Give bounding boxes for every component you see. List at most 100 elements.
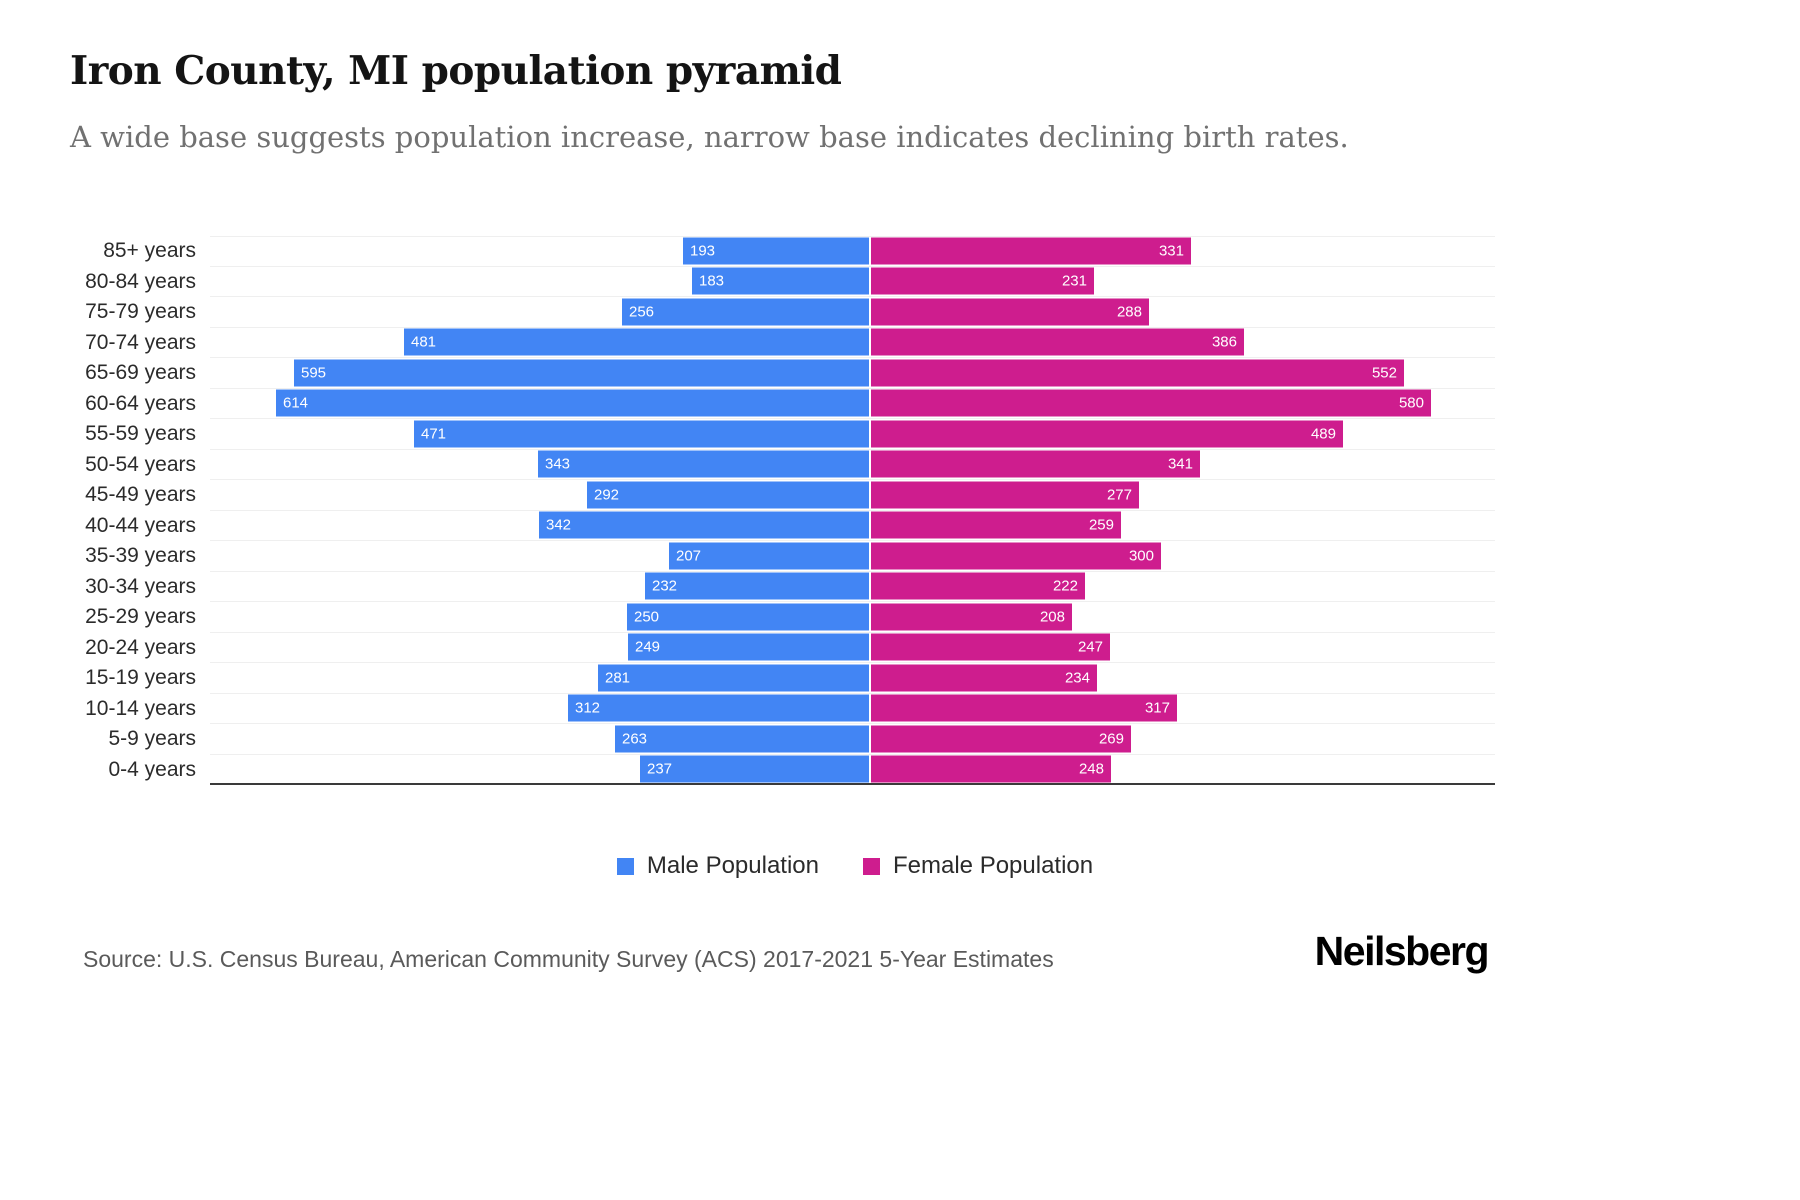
female-value-label: 288 xyxy=(1116,303,1142,321)
age-group-label: 80-84 years xyxy=(85,269,196,293)
pyramid-row: 65-69 years 595 552 xyxy=(0,358,1800,389)
male-bar: 595 xyxy=(294,359,869,387)
age-group-label: 70-74 years xyxy=(85,330,196,354)
bar-area: 595 552 xyxy=(210,358,1495,389)
pyramid-row: 30-34 years 232 222 xyxy=(0,572,1800,602)
age-group-label: 35-39 years xyxy=(85,544,196,568)
male-value-label: 614 xyxy=(283,394,309,412)
male-bar: 256 xyxy=(622,298,869,326)
female-value-label: 552 xyxy=(1371,364,1397,382)
male-value-label: 263 xyxy=(622,730,648,748)
female-bar: 300 xyxy=(871,542,1161,570)
bar-area: 263 269 xyxy=(210,724,1495,755)
pyramid-row: 20-24 years 249 247 xyxy=(0,633,1800,663)
female-bar: 341 xyxy=(871,450,1200,478)
female-value-label: 248 xyxy=(1078,760,1104,778)
chart-legend: Male Population Female Population xyxy=(0,852,1710,880)
female-bar: 208 xyxy=(871,603,1072,631)
bar-area: 614 580 xyxy=(210,389,1495,419)
male-value-label: 249 xyxy=(635,638,661,656)
male-bar: 343 xyxy=(538,450,869,478)
male-value-label: 237 xyxy=(647,760,673,778)
bar-area: 237 248 xyxy=(210,755,1495,785)
male-bar: 312 xyxy=(568,694,869,722)
female-bar: 247 xyxy=(871,633,1110,661)
female-value-label: 222 xyxy=(1052,577,1078,595)
male-value-label: 232 xyxy=(652,577,678,595)
female-bar: 489 xyxy=(871,420,1343,448)
pyramid-row: 15-19 years 281 234 xyxy=(0,663,1800,694)
female-value-label: 277 xyxy=(1106,486,1132,504)
age-group-label: 65-69 years xyxy=(85,361,196,385)
source-attribution: Source: U.S. Census Bureau, American Com… xyxy=(83,946,1054,972)
female-bar: 331 xyxy=(871,237,1191,265)
pyramid-row: 25-29 years 250 208 xyxy=(0,602,1800,633)
male-value-label: 193 xyxy=(690,242,716,260)
pyramid-row: 75-79 years 256 288 xyxy=(0,297,1800,328)
bar-area: 183 231 xyxy=(210,267,1495,297)
female-value-label: 341 xyxy=(1167,455,1193,473)
age-group-label: 40-44 years xyxy=(85,513,196,537)
male-bar: 183 xyxy=(692,267,869,295)
female-bar: 248 xyxy=(871,755,1111,783)
female-value-label: 300 xyxy=(1128,547,1154,565)
male-value-label: 595 xyxy=(301,364,327,382)
neilsberg-logo[interactable]: Neilsberg xyxy=(1314,928,1490,974)
pyramid-row: 55-59 years 471 489 xyxy=(0,419,1800,450)
male-value-label: 292 xyxy=(594,486,620,504)
chart-subtitle: A wide base suggests population increase… xyxy=(70,120,1349,154)
female-value-label: 317 xyxy=(1144,699,1170,717)
male-bar: 471 xyxy=(414,420,869,448)
pyramid-row: 85+ years 193 331 xyxy=(0,236,1800,267)
chart-header: Iron County, MI population pyramid A wid… xyxy=(70,48,1570,154)
male-bar: 263 xyxy=(615,725,869,753)
female-bar: 317 xyxy=(871,694,1177,722)
female-legend-swatch-icon xyxy=(863,857,880,875)
female-value-label: 208 xyxy=(1039,608,1065,626)
female-value-label: 259 xyxy=(1088,516,1114,534)
male-bar: 237 xyxy=(640,755,869,783)
female-value-label: 231 xyxy=(1061,272,1087,290)
male-bar: 250 xyxy=(627,603,869,631)
age-group-label: 30-34 years xyxy=(85,574,196,598)
pyramid-row: 35-39 years 207 300 xyxy=(0,541,1800,572)
pyramid-row: 10-14 years 312 317 xyxy=(0,694,1800,724)
female-value-label: 331 xyxy=(1158,242,1184,260)
pyramid-row: 70-74 years 481 386 xyxy=(0,328,1800,358)
age-group-label: 45-49 years xyxy=(85,483,196,507)
male-bar: 249 xyxy=(628,633,869,661)
male-bar: 193 xyxy=(683,237,869,265)
female-bar: 231 xyxy=(871,267,1094,295)
age-group-label: 25-29 years xyxy=(85,605,196,629)
bar-area: 481 386 xyxy=(210,328,1495,358)
bar-area: 256 288 xyxy=(210,297,1495,328)
age-group-label: 50-54 years xyxy=(85,452,196,476)
pyramid-row: 0-4 years 237 248 xyxy=(0,755,1800,785)
male-value-label: 471 xyxy=(421,425,447,443)
bar-area: 250 208 xyxy=(210,602,1495,633)
female-value-label: 386 xyxy=(1211,333,1237,351)
legend-label: Female Population xyxy=(893,852,1094,879)
age-group-label: 5-9 years xyxy=(108,727,196,751)
pyramid-row: 5-9 years 263 269 xyxy=(0,724,1800,755)
pyramid-row: 80-84 years 183 231 xyxy=(0,267,1800,297)
bar-area: 312 317 xyxy=(210,694,1495,724)
female-bar: 580 xyxy=(871,389,1431,417)
male-value-label: 250 xyxy=(634,608,660,626)
male-bar: 614 xyxy=(276,389,869,417)
male-value-label: 343 xyxy=(545,455,571,473)
male-value-label: 183 xyxy=(699,272,725,290)
female-bar: 277 xyxy=(871,481,1139,509)
male-bar: 207 xyxy=(669,542,869,570)
bar-area: 232 222 xyxy=(210,572,1495,602)
pyramid-row: 45-49 years 292 277 xyxy=(0,480,1800,511)
bar-area: 343 341 xyxy=(210,450,1495,480)
age-group-label: 55-59 years xyxy=(85,422,196,446)
pyramid-row: 40-44 years 342 259 xyxy=(0,511,1800,541)
male-bar: 481 xyxy=(404,328,869,356)
bar-area: 249 247 xyxy=(210,633,1495,663)
female-bar: 222 xyxy=(871,572,1085,600)
male-value-label: 342 xyxy=(546,516,572,534)
population-pyramid-chart: 85+ years 193 331 80-84 years 183 231 75-79 ye… xyxy=(0,236,1800,785)
male-bar: 281 xyxy=(598,664,869,692)
